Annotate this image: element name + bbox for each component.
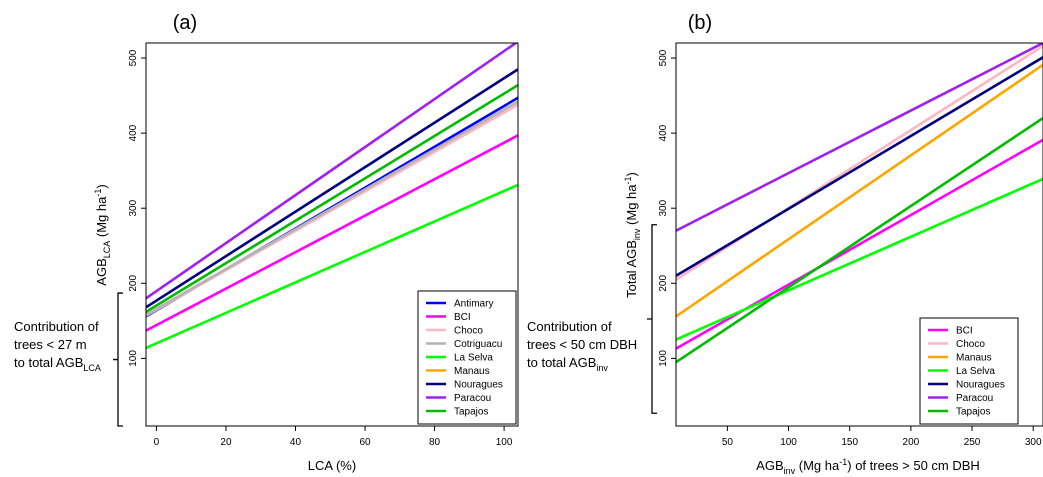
bracket [113, 292, 123, 427]
legend-label: Antimary [454, 299, 493, 310]
x-tick-label: 300 [1025, 437, 1042, 448]
y-tick-label: 500 [128, 49, 139, 66]
y-axis-title: AGBLCA (Mg ha-1) [93, 184, 112, 285]
x-tick-label: 80 [429, 437, 441, 448]
legend-label: Paracou [956, 393, 993, 404]
series-line-paracou [146, 43, 518, 300]
x-tick-label: 200 [903, 437, 920, 448]
legend-label: Nouragues [956, 380, 1005, 391]
panel-b: (b) 50 100 150 200 250 300 100 200 300 400 500 AGBin… [527, 12, 1043, 476]
annotation-line: Contribution of [527, 319, 612, 334]
panel-a: (a) 0 20 40 60 80 100 100 200 300 400 500 LCA (%) AGB… [14, 12, 519, 473]
legend: Antimary BCI Choco Cotriguacu La Selva Manaus… [417, 290, 517, 425]
x-tick-label: 250 [964, 437, 981, 448]
legend-label: Choco [956, 339, 985, 350]
series-line-la-selva [676, 177, 1043, 341]
series-line-manaus [676, 63, 1043, 318]
y-tick-label: 100 [658, 350, 669, 367]
legend-label: La Selva [956, 366, 995, 377]
x-tick-label: 60 [359, 437, 371, 448]
y-tick-label: 300 [128, 199, 139, 216]
series-line-paracou [676, 43, 1043, 232]
plot-frame [675, 42, 1043, 427]
y-axis-title: Total AGBinv (Mg ha-1) [623, 172, 642, 298]
legend-label: Paracou [454, 393, 491, 404]
y-tick-label: 100 [128, 350, 139, 367]
series-line-bci [146, 134, 518, 332]
x-tick-label: 20 [220, 437, 232, 448]
legend-label: Choco [454, 326, 483, 337]
panel-label: (b) [688, 12, 712, 34]
bracket [647, 224, 657, 414]
legend-label: Manaus [454, 366, 490, 377]
series-line-tapajos [676, 117, 1043, 364]
series-line-la-selva [146, 183, 518, 350]
legend-label: Manaus [956, 353, 992, 364]
x-axis-title: AGBinv (Mg ha-1) of trees > 50 cm DBH [756, 457, 980, 476]
legend-label: BCI [956, 326, 973, 337]
y-tick-label: 200 [658, 275, 669, 292]
legend-label: Tapajos [956, 407, 990, 418]
annotation-line: trees < 27 m [14, 337, 87, 352]
y-tick-label: 400 [658, 124, 669, 141]
series-line-tapajos [146, 83, 518, 314]
panel-label: (a) [173, 12, 197, 34]
plot-frame [145, 42, 519, 427]
annotation-line: Contribution of [14, 319, 99, 334]
x-tick-label: 150 [841, 437, 858, 448]
y-tick-label: 300 [658, 199, 669, 216]
legend-label: Nouragues [454, 380, 503, 391]
y-tick-label: 400 [128, 124, 139, 141]
series-lines [676, 43, 1043, 364]
x-tick-label: 40 [290, 437, 302, 448]
annotation-line: to total AGBLCA [14, 355, 101, 373]
x-tick-label: 0 [154, 437, 160, 448]
y-tick-label: 200 [128, 275, 139, 292]
x-tick-label: 100 [496, 437, 513, 448]
series-lines [146, 43, 518, 350]
x-tick-label: 100 [780, 437, 797, 448]
x-axis-title: LCA (%) [308, 458, 356, 473]
legend-label: La Selva [454, 353, 493, 364]
series-line-cotriguacu [146, 100, 518, 317]
y-tick-label: 500 [658, 49, 669, 66]
x-tick-label: 50 [722, 437, 734, 448]
legend-label: Tapajos [454, 407, 488, 418]
legend-label: Cotriguacu [454, 339, 502, 350]
legend-label: BCI [454, 312, 471, 323]
series-line-nouragues [146, 68, 518, 309]
annotation-line: to total AGBinv [527, 355, 608, 373]
legend: BCI Choco Manaus La Selva Nouragues Paracou Ta… [919, 317, 1019, 425]
annotation-line: trees < 50 cm DBH [527, 337, 637, 352]
series-line-nouragues [676, 56, 1043, 277]
